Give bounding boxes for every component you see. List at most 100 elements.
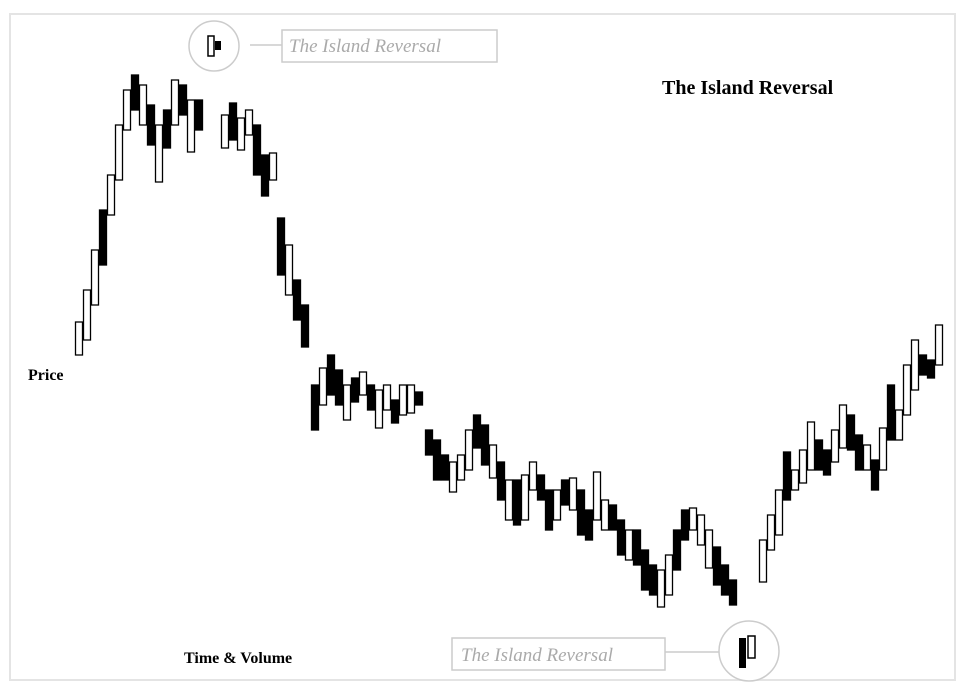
candle <box>720 564 730 596</box>
candle <box>146 104 156 146</box>
candle <box>544 489 554 531</box>
callout-box <box>281 29 498 63</box>
candle <box>342 384 352 421</box>
candle <box>496 461 506 501</box>
candle <box>276 217 286 276</box>
candles <box>74 74 944 608</box>
candle <box>568 477 578 511</box>
candle <box>456 454 466 481</box>
candle <box>74 321 84 356</box>
candle <box>608 504 618 531</box>
candle <box>178 84 188 116</box>
candle <box>806 421 816 471</box>
candle <box>82 289 92 341</box>
candle <box>592 471 602 521</box>
candle <box>244 109 254 136</box>
candle <box>366 384 376 411</box>
candle <box>448 461 458 493</box>
candle <box>350 377 360 403</box>
icon-candle <box>207 35 215 57</box>
candle <box>640 549 650 591</box>
candle <box>918 354 928 376</box>
candle <box>106 174 116 216</box>
icon-candle <box>747 635 756 659</box>
y-axis-label: Price <box>28 367 64 384</box>
candle <box>170 79 180 126</box>
title: The Island Reversal <box>662 77 834 99</box>
candle <box>488 444 498 479</box>
candle <box>528 461 538 491</box>
candle <box>228 102 238 141</box>
candle <box>790 469 800 491</box>
candle <box>728 579 738 606</box>
candle <box>830 429 840 463</box>
candle <box>664 554 674 596</box>
candle <box>390 399 400 424</box>
candle <box>926 359 936 379</box>
candle <box>632 529 642 566</box>
candle <box>398 384 408 416</box>
candle <box>688 507 698 531</box>
candle <box>424 429 434 456</box>
candle <box>300 304 310 348</box>
candle <box>318 367 328 406</box>
candle <box>358 371 368 396</box>
callout-box <box>451 637 666 671</box>
candle <box>552 489 562 521</box>
candle <box>98 209 108 266</box>
candle <box>696 514 706 546</box>
candle <box>154 124 164 183</box>
candle <box>814 439 824 471</box>
candle <box>220 114 230 149</box>
candle <box>894 409 904 441</box>
candle <box>648 564 658 596</box>
candle <box>122 89 132 131</box>
candle <box>310 384 320 431</box>
candle <box>236 117 246 151</box>
candle <box>846 414 856 451</box>
candle <box>374 389 384 429</box>
candle <box>504 479 514 521</box>
candle <box>680 509 690 541</box>
candle <box>798 449 808 484</box>
candle <box>414 391 424 406</box>
candle <box>886 384 896 441</box>
candle <box>162 109 172 149</box>
candle <box>90 249 100 306</box>
candle <box>854 434 864 471</box>
candle <box>268 152 278 181</box>
candle <box>432 439 442 481</box>
candle <box>292 279 302 321</box>
candle <box>560 479 570 506</box>
candle <box>902 364 912 416</box>
candle <box>512 479 522 526</box>
candle <box>260 154 270 197</box>
candle <box>520 474 530 521</box>
candle <box>774 489 784 536</box>
candle <box>406 384 416 414</box>
candle <box>480 424 490 466</box>
candle <box>472 414 482 449</box>
candle <box>440 454 450 481</box>
candle <box>186 99 196 153</box>
candle <box>334 369 344 406</box>
candle <box>194 99 204 131</box>
candle <box>934 324 944 366</box>
candle <box>600 499 610 531</box>
candle <box>584 509 594 541</box>
candle <box>910 339 920 391</box>
callout-label: The Island Reversal <box>289 36 441 57</box>
candle <box>616 519 626 556</box>
candle <box>838 404 848 449</box>
candle <box>712 546 722 586</box>
candle <box>130 74 140 111</box>
candle <box>536 474 546 501</box>
x-axis-label: Time & Volume <box>184 650 292 667</box>
candle <box>576 489 586 536</box>
candle <box>758 539 768 583</box>
candle <box>252 124 262 176</box>
candle <box>704 529 714 569</box>
candle <box>138 84 148 126</box>
